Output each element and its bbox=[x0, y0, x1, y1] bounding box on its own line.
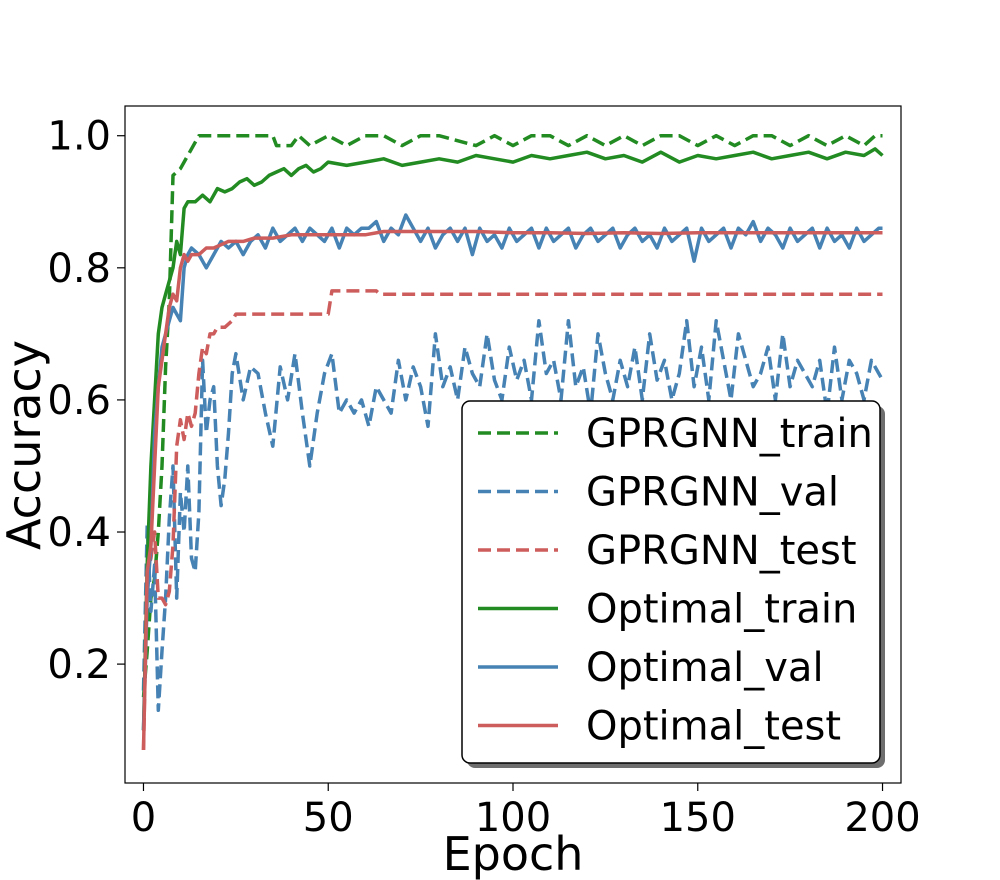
y-tick-label: 0.4 bbox=[47, 510, 111, 556]
y-tick-label: 0.6 bbox=[47, 378, 111, 424]
legend-items: GPRGNN_train GPRGNN_val GPRGNN_test Optimal… bbox=[478, 411, 873, 750]
legend-label-optimal-test: Optimal_test bbox=[586, 704, 841, 750]
series-layer bbox=[141, 133, 885, 751]
y-axis: 0.2 0.4 0.6 0.8 1.0 bbox=[47, 114, 125, 688]
y-tick-label: 0.8 bbox=[47, 246, 111, 292]
legend-label-gprgnn-train: GPRGNN_train bbox=[586, 411, 873, 457]
x-axis: 0 50 100 150 200 bbox=[131, 783, 921, 841]
legend-label-optimal-val: Optimal_val bbox=[586, 645, 824, 691]
y-tick-label: 1.0 bbox=[47, 114, 111, 160]
x-tick-label: 0 bbox=[131, 795, 156, 841]
y-tick-label: 0.2 bbox=[47, 642, 111, 688]
y-axis-label: Accuracy bbox=[0, 340, 51, 550]
series-line-gprgnn-test bbox=[141, 289, 883, 751]
legend-box bbox=[461, 400, 881, 764]
legend-label-optimal-train: Optimal_train bbox=[586, 587, 857, 633]
x-tick-label: 100 bbox=[475, 795, 551, 841]
x-tick-label: 150 bbox=[660, 795, 736, 841]
legend-label-gprgnn-val: GPRGNN_val bbox=[586, 470, 839, 516]
x-tick-label: 200 bbox=[844, 795, 920, 841]
series-line-gprgnn-val bbox=[141, 318, 885, 713]
x-axis-label: Epoch bbox=[443, 827, 584, 880]
series-line-gprgnn-train bbox=[141, 133, 883, 698]
series-line-optimal-test bbox=[141, 229, 883, 751]
x-tick-label: 50 bbox=[303, 795, 354, 841]
series-line-optimal-val bbox=[141, 213, 883, 731]
legend-label-gprgnn-test: GPRGNN_test bbox=[586, 528, 857, 574]
legend: GPRGNN_train GPRGNN_val GPRGNN_test Optimal… bbox=[461, 400, 885, 768]
series-line-optimal-train bbox=[141, 147, 884, 731]
